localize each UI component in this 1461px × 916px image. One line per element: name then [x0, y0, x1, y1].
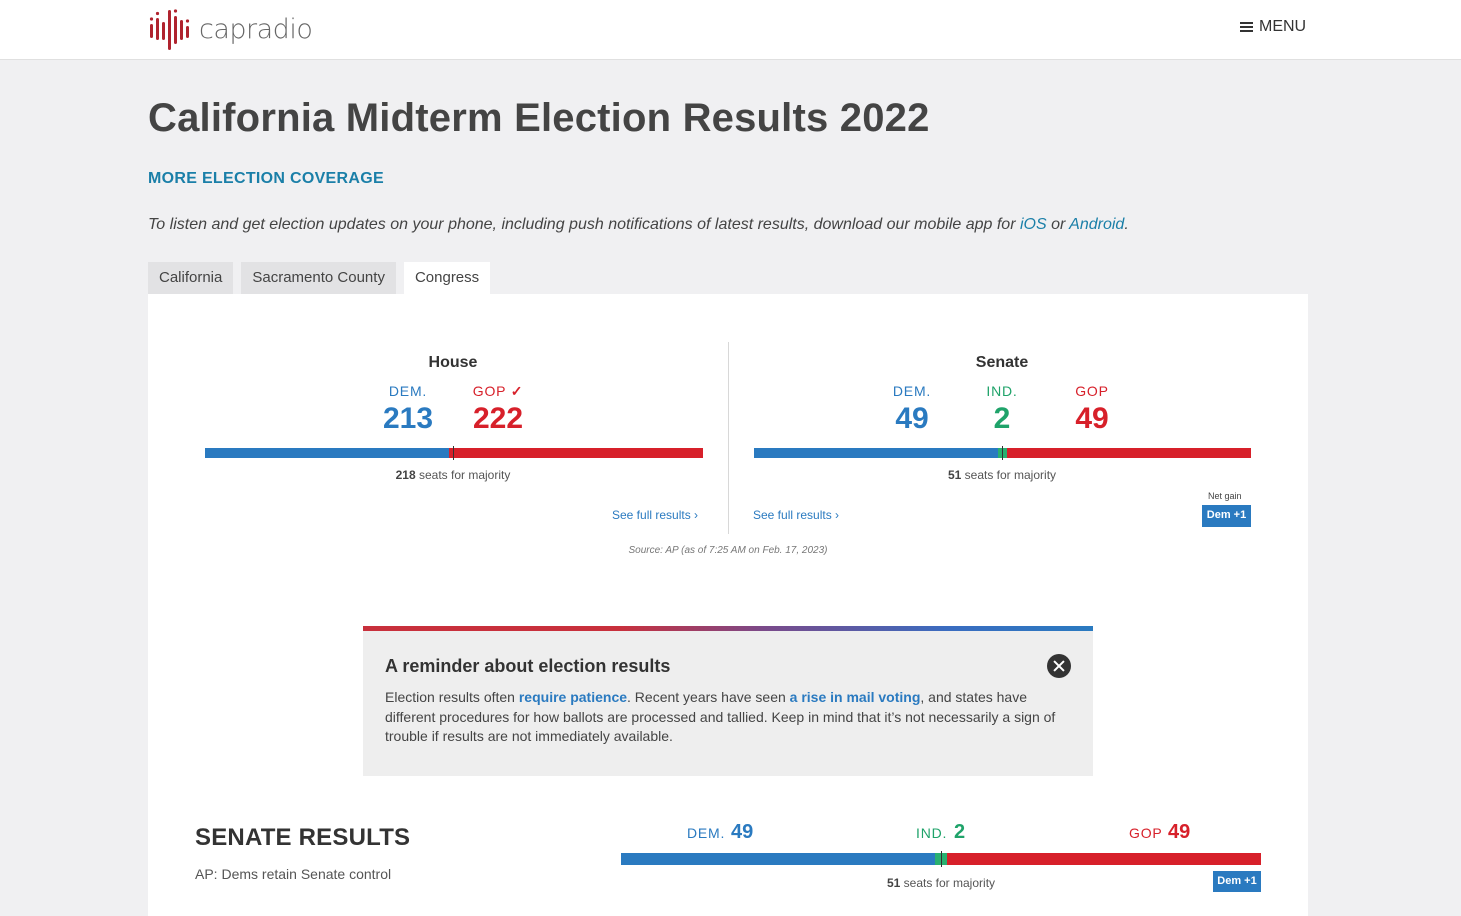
senate-results-majority-label: seats for majority	[900, 876, 996, 890]
senate-results-seat-bar	[621, 853, 1261, 865]
tab-california[interactable]: California	[148, 262, 234, 294]
senate-majority-label: seats for majority	[961, 468, 1057, 482]
house-majority-num: 218	[395, 468, 416, 482]
senate-results-gop-bar	[947, 853, 1261, 865]
senate-results-net-gain-badge: Dem +1	[1213, 871, 1261, 892]
require-patience-link[interactable]: require patience	[518, 689, 628, 705]
senate-results-dem-label: DEM.	[687, 825, 726, 841]
senate-majority-text: 51 seats for majority	[902, 468, 1102, 482]
senate-title: Senate	[975, 354, 1029, 371]
house-dem-bar	[205, 448, 449, 458]
capradio-logo[interactable]: capradio	[148, 6, 313, 52]
net-gain-label: Net gain	[1208, 491, 1242, 501]
house-dem-label: DEM.	[388, 383, 428, 399]
senate-dem-label: DEM.	[892, 383, 932, 399]
senate-gop-seats: 49	[1075, 402, 1109, 435]
senate-majority-num: 51	[947, 468, 962, 482]
senate-results-note: AP: Dems retain Senate control	[195, 866, 392, 882]
senate-gop-bar	[1007, 448, 1251, 458]
tab-sacramento-county[interactable]: Sacramento County	[241, 262, 396, 294]
senate-results-ind-bar	[934, 853, 948, 865]
close-icon[interactable]	[1047, 654, 1071, 678]
senate-results-dem-seats: 49	[731, 821, 754, 843]
reminder-text: Election results often require patience.…	[385, 688, 1065, 747]
capradio-logo-icon	[149, 9, 190, 50]
senate-results-ind-label: IND.	[916, 825, 948, 841]
reminder-text-3: , and states have different procedures f…	[385, 689, 1056, 744]
ios-app-link[interactable]: iOS	[1019, 216, 1047, 233]
senate-dem-seats: 49	[895, 402, 929, 435]
house-majority-label: seats for majority	[415, 468, 511, 482]
house-gop-bar	[448, 448, 703, 458]
senate-results-gop-seats: 49	[1168, 821, 1191, 843]
senate-gop-label: GOP	[1075, 383, 1109, 399]
senate-results-title: SENATE RESULTS	[195, 824, 411, 851]
senate-results-ind-seats: 2	[954, 821, 966, 843]
hamburger-icon	[1240, 21, 1253, 33]
app-note-suffix: .	[1124, 216, 1129, 233]
results-tabs: California Sacramento County Congress	[148, 262, 491, 294]
app-note-text: To listen and get election updates on yo…	[148, 216, 1020, 233]
senate-ind-label: IND.	[986, 383, 1018, 399]
senate-results-gop-label: GOP	[1129, 825, 1163, 841]
menu-label: MENU	[1259, 18, 1307, 35]
house-full-results-link[interactable]: See full results ›	[612, 508, 699, 522]
house-majority-marker	[453, 446, 454, 460]
senate-results-majority-num: 51	[886, 876, 901, 890]
senate-full-results-link[interactable]: See full results ›	[753, 508, 840, 522]
mail-voting-link[interactable]: a rise in mail voting	[789, 689, 921, 705]
house-seat-bar	[205, 448, 703, 458]
chamber-divider	[728, 342, 729, 534]
reminder-gradient-bar	[363, 626, 1093, 631]
logo-text: capradio	[199, 13, 313, 45]
senate-results-majority-text: 51 seats for majority	[841, 876, 1041, 890]
more-election-coverage-link[interactable]: MORE ELECTION COVERAGE	[148, 170, 384, 187]
house-gop-seats: 222	[472, 402, 524, 435]
android-app-link[interactable]: Android	[1069, 216, 1125, 233]
congress-panel: House DEM. GOP ✓ 213 222 218 seats for m…	[148, 294, 1308, 916]
app-note-or: or	[1046, 216, 1070, 233]
house-title: House	[428, 354, 478, 371]
source-note: Source: AP (as of 7:25 AM on Feb. 17, 20…	[628, 545, 828, 556]
reminder-text-1: Election results often	[385, 689, 519, 705]
winner-check-icon: ✓	[510, 383, 524, 399]
house-gop-label: GOP ✓	[458, 383, 538, 400]
house-majority-text: 218 seats for majority	[353, 468, 553, 482]
tab-congress[interactable]: Congress	[403, 262, 491, 294]
menu-button[interactable]: MENU	[1240, 18, 1306, 36]
election-reminder-box: A reminder about election results Electi…	[363, 626, 1093, 776]
senate-dem-bar	[754, 448, 998, 458]
senate-majority-marker	[1002, 446, 1003, 460]
app-download-note: To listen and get election updates on yo…	[148, 216, 1129, 234]
reminder-text-2: . Recent years have seen	[627, 689, 790, 705]
page-title: California Midterm Election Results 2022	[148, 96, 930, 140]
reminder-title: A reminder about election results	[385, 656, 671, 676]
house-dem-seats: 213	[382, 402, 434, 435]
net-gain-badge: Dem +1	[1202, 505, 1251, 527]
senate-results-majority-marker	[941, 851, 942, 867]
senate-ind-seats: 2	[993, 402, 1011, 435]
house-gop-label-text: GOP	[472, 383, 507, 399]
site-header: capradio MENU	[0, 0, 1461, 60]
senate-results-dem-bar	[621, 853, 935, 865]
